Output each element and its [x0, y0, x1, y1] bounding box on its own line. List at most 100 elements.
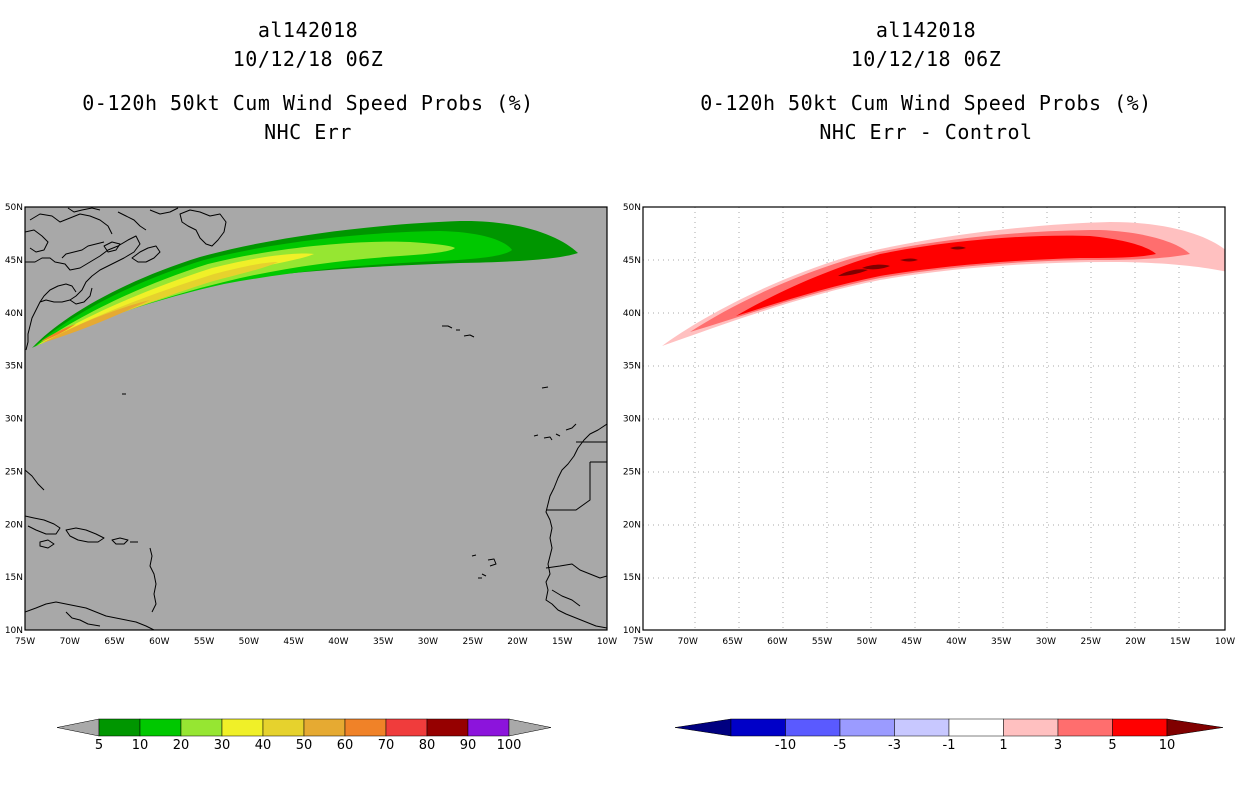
- left-lon-label: 25W: [463, 637, 483, 647]
- right-colorbar-segment: [948, 718, 1004, 737]
- left-colorbar-segment: [303, 718, 346, 737]
- right-colorbar-label: -1: [943, 738, 956, 753]
- right-colorbar-high-arrow: [1166, 718, 1224, 737]
- left-lat-label: 15N: [5, 573, 23, 583]
- left-lat-label: 25N: [5, 467, 23, 477]
- left-colorbar-label: 100: [497, 738, 522, 753]
- left-lat-label: 50N: [5, 203, 23, 213]
- right-colorbar-label: -3: [888, 738, 901, 753]
- left-colorbar-label: 90: [460, 738, 477, 753]
- right-lat-label: 15N: [623, 573, 641, 583]
- right-storm-id: al142018: [875, 18, 977, 42]
- left-lat-label: 10N: [5, 626, 23, 636]
- right-colorbar-label: -5: [834, 738, 847, 753]
- left-colorbar-label: 80: [419, 738, 436, 753]
- right-lon-label: 55W: [812, 637, 832, 647]
- left-lat-label: 40N: [5, 309, 23, 319]
- right-map: [642, 206, 1226, 631]
- right-lon-label: 70W: [678, 637, 698, 647]
- right-colorbar: -10 -5 -3 -1 1 3 5 10: [674, 718, 1224, 753]
- right-lat-label: 30N: [623, 415, 641, 425]
- left-colorbar-high-arrow: [508, 718, 552, 737]
- left-lon-label: 30W: [418, 637, 438, 647]
- left-lat-label: 30N: [5, 415, 23, 425]
- left-lon-label: 65W: [104, 637, 124, 647]
- right-lon-label: 75W: [633, 637, 653, 647]
- left-colorbar-low-arrow: [56, 718, 100, 737]
- right-lon-label: 10W: [1215, 637, 1235, 647]
- right-lon-label: 25W: [1081, 637, 1101, 647]
- right-lon-label: 15W: [1170, 637, 1190, 647]
- left-colorbar-segment: [467, 718, 510, 737]
- left-colorbar-segment: [385, 718, 428, 737]
- right-datetime: 10/12/18 06Z: [850, 47, 1002, 71]
- right-colorbar-segment: [730, 718, 786, 737]
- left-lon-label: 75W: [15, 637, 35, 647]
- left-lon-label: 10W: [597, 637, 617, 647]
- right-colorbar-segment: [1057, 718, 1113, 737]
- left-colorbar-label: 50: [296, 738, 313, 753]
- right-lat-label: 50N: [623, 203, 641, 213]
- right-colorbar-segment: [1003, 718, 1059, 737]
- left-product-subtitle: NHC Err: [264, 120, 352, 144]
- right-lat-label: 25N: [623, 467, 641, 477]
- right-product-title: 0-120h 50kt Cum Wind Speed Probs (%): [700, 91, 1152, 115]
- right-product-subtitle: NHC Err - Control: [819, 120, 1033, 144]
- right-colorbar-label: 5: [1108, 738, 1116, 753]
- left-lat-label: 35N: [5, 362, 23, 372]
- right-difference-swath: [662, 222, 1225, 346]
- left-lon-label: 40W: [328, 637, 348, 647]
- right-lon-label: 20W: [1125, 637, 1145, 647]
- right-colorbar-segment: [785, 718, 841, 737]
- right-lon-label: 35W: [991, 637, 1011, 647]
- left-probability-swath: [32, 220, 578, 348]
- right-colorbar-label: 1: [999, 738, 1007, 753]
- left-lon-label: 70W: [60, 637, 80, 647]
- right-lon-label: 65W: [722, 637, 742, 647]
- left-lon-label: 15W: [552, 637, 572, 647]
- right-colorbar-segment: [839, 718, 895, 737]
- left-colorbar: 5 10 20 30 40 50 60 70 80 90 100: [56, 718, 552, 753]
- right-lon-label: 45W: [901, 637, 921, 647]
- left-product-title: 0-120h 50kt Cum Wind Speed Probs (%): [82, 91, 534, 115]
- left-map-background: [25, 207, 607, 630]
- right-lon-label: 30W: [1036, 637, 1056, 647]
- left-colorbar-label: 20: [173, 738, 190, 753]
- left-map: [24, 206, 608, 631]
- left-lat-label: 20N: [5, 520, 23, 530]
- right-lon-label: 60W: [767, 637, 787, 647]
- left-colorbar-segment: [139, 718, 182, 737]
- left-lon-label: 45W: [283, 637, 303, 647]
- left-lon-label: 55W: [194, 637, 214, 647]
- left-title-block: al142018 10/12/18 06Z 0-120h 50kt Cum Wi…: [8, 16, 608, 147]
- left-colorbar-segment: [180, 718, 223, 737]
- left-lon-label: 50W: [239, 637, 259, 647]
- left-colorbar-label: 40: [255, 738, 272, 753]
- right-colorbar-label: 3: [1054, 738, 1062, 753]
- right-lat-label: 20N: [623, 520, 641, 530]
- right-lat-label: 40N: [623, 309, 641, 319]
- right-lat-label: 45N: [623, 256, 641, 266]
- right-lat-label: 35N: [623, 362, 641, 372]
- left-colorbar-label: 70: [378, 738, 395, 753]
- right-lat-label: 10N: [623, 626, 641, 636]
- right-lon-label: 40W: [946, 637, 966, 647]
- right-title-block: al142018 10/12/18 06Z 0-120h 50kt Cum Wi…: [626, 16, 1226, 147]
- left-lon-label: 60W: [149, 637, 169, 647]
- left-lon-label: 35W: [373, 637, 393, 647]
- right-colorbar-low-arrow: [674, 718, 732, 737]
- right-colorbar-segment: [894, 718, 950, 737]
- left-colorbar-label: 30: [214, 738, 231, 753]
- right-lon-label: 50W: [857, 637, 877, 647]
- right-colorbar-label: 10: [1159, 738, 1176, 753]
- left-colorbar-segment: [344, 718, 387, 737]
- right-colorbar-segment: [1112, 718, 1168, 737]
- left-storm-id: al142018: [257, 18, 359, 42]
- left-lat-label: 45N: [5, 256, 23, 266]
- left-colorbar-label: 10: [132, 738, 149, 753]
- left-colorbar-segment: [221, 718, 264, 737]
- axis-labels: 75W 70W 65W 60W 55W 50W 45W 40W 35W 30W 25W 20W 15W 1…: [5, 203, 1235, 647]
- left-colorbar-segment: [262, 718, 305, 737]
- right-colorbar-label: -10: [775, 738, 796, 753]
- left-colorbar-label: 5: [95, 738, 103, 753]
